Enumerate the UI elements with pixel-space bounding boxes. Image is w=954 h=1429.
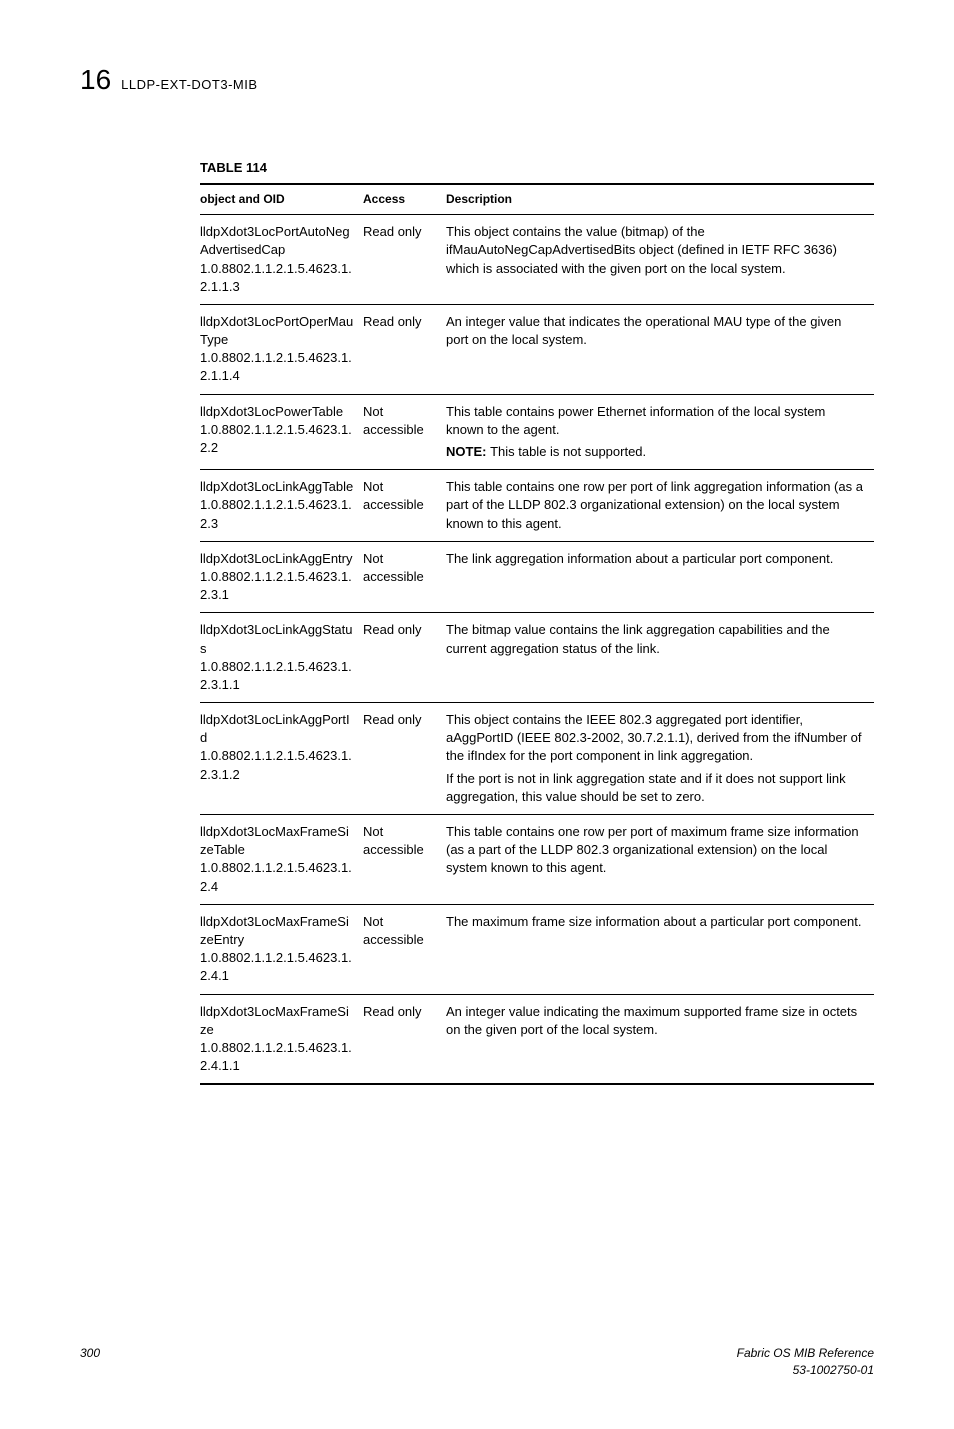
doc-id: 53-1002750-01 [793, 1363, 874, 1377]
cell-description: This table contains one row per port of … [446, 470, 874, 542]
col-header-description: Description [446, 184, 874, 214]
page-footer: 300 Fabric OS MIB Reference 53-1002750-0… [80, 1345, 874, 1379]
cell-description: The maximum frame size information about… [446, 904, 874, 994]
cell-access: Read only [363, 703, 446, 815]
cell-access: Not accessible [363, 904, 446, 994]
cell-access: Not accessible [363, 541, 446, 613]
cell-description: The link aggregation information about a… [446, 541, 874, 613]
table-row: lldpXdot3LocPortAutoNegAdvertisedCap1.0.… [200, 215, 874, 305]
chapter-number: 16 [80, 60, 111, 99]
chapter-title: LLDP-EXT-DOT3-MIB [121, 76, 257, 94]
cell-description: This object contains the IEEE 802.3 aggr… [446, 703, 874, 815]
doc-title: Fabric OS MIB Reference [737, 1346, 874, 1360]
table-container: TABLE 114 object and OID Access Descript… [200, 159, 874, 1085]
table-row: lldpXdot3LocMaxFrameSize1.0.8802.1.1.2.1… [200, 994, 874, 1084]
col-header-access: Access [363, 184, 446, 214]
page-number: 300 [80, 1345, 100, 1379]
cell-description: An integer value that indicates the oper… [446, 304, 874, 394]
cell-object-oid: lldpXdot3LocMaxFrameSize1.0.8802.1.1.2.1… [200, 994, 363, 1084]
cell-access: Not accessible [363, 815, 446, 905]
table-row: lldpXdot3LocMaxFrameSizeEntry1.0.8802.1.… [200, 904, 874, 994]
cell-access: Read only [363, 994, 446, 1084]
mib-table: object and OID Access Description lldpXd… [200, 183, 874, 1085]
cell-description: An integer value indicating the maximum … [446, 994, 874, 1084]
cell-object-oid: lldpXdot3LocLinkAggEntry1.0.8802.1.1.2.1… [200, 541, 363, 613]
table-title: TABLE 114 [200, 159, 874, 177]
table-row: lldpXdot3LocLinkAggTable1.0.8802.1.1.2.1… [200, 470, 874, 542]
table-row: lldpXdot3LocLinkAggPortId1.0.8802.1.1.2.… [200, 703, 874, 815]
cell-object-oid: lldpXdot3LocPowerTable1.0.8802.1.1.2.1.5… [200, 394, 363, 470]
cell-description: This table contains one row per port of … [446, 815, 874, 905]
cell-description: This table contains power Ethernet infor… [446, 394, 874, 470]
cell-object-oid: lldpXdot3LocPortAutoNegAdvertisedCap1.0.… [200, 215, 363, 305]
cell-access: Read only [363, 215, 446, 305]
cell-object-oid: lldpXdot3LocMaxFrameSizeTable1.0.8802.1.… [200, 815, 363, 905]
table-row: lldpXdot3LocMaxFrameSizeTable1.0.8802.1.… [200, 815, 874, 905]
col-header-object: object and OID [200, 184, 363, 214]
table-row: lldpXdot3LocPortOperMauType1.0.8802.1.1.… [200, 304, 874, 394]
table-header-row: object and OID Access Description [200, 184, 874, 214]
cell-access: Not accessible [363, 394, 446, 470]
cell-access: Read only [363, 613, 446, 703]
cell-object-oid: lldpXdot3LocLinkAggPortId1.0.8802.1.1.2.… [200, 703, 363, 815]
cell-object-oid: lldpXdot3LocLinkAggStatus1.0.8802.1.1.2.… [200, 613, 363, 703]
cell-object-oid: lldpXdot3LocPortOperMauType1.0.8802.1.1.… [200, 304, 363, 394]
page-header: 16 LLDP-EXT-DOT3-MIB [80, 60, 874, 99]
cell-object-oid: lldpXdot3LocLinkAggTable1.0.8802.1.1.2.1… [200, 470, 363, 542]
cell-access: Read only [363, 304, 446, 394]
table-row: lldpXdot3LocPowerTable1.0.8802.1.1.2.1.5… [200, 394, 874, 470]
table-row: lldpXdot3LocLinkAggEntry1.0.8802.1.1.2.1… [200, 541, 874, 613]
cell-description: The bitmap value contains the link aggre… [446, 613, 874, 703]
cell-description: This object contains the value (bitmap) … [446, 215, 874, 305]
cell-object-oid: lldpXdot3LocMaxFrameSizeEntry1.0.8802.1.… [200, 904, 363, 994]
table-row: lldpXdot3LocLinkAggStatus1.0.8802.1.1.2.… [200, 613, 874, 703]
cell-access: Not accessible [363, 470, 446, 542]
footer-doc-info: Fabric OS MIB Reference 53-1002750-01 [737, 1345, 874, 1379]
